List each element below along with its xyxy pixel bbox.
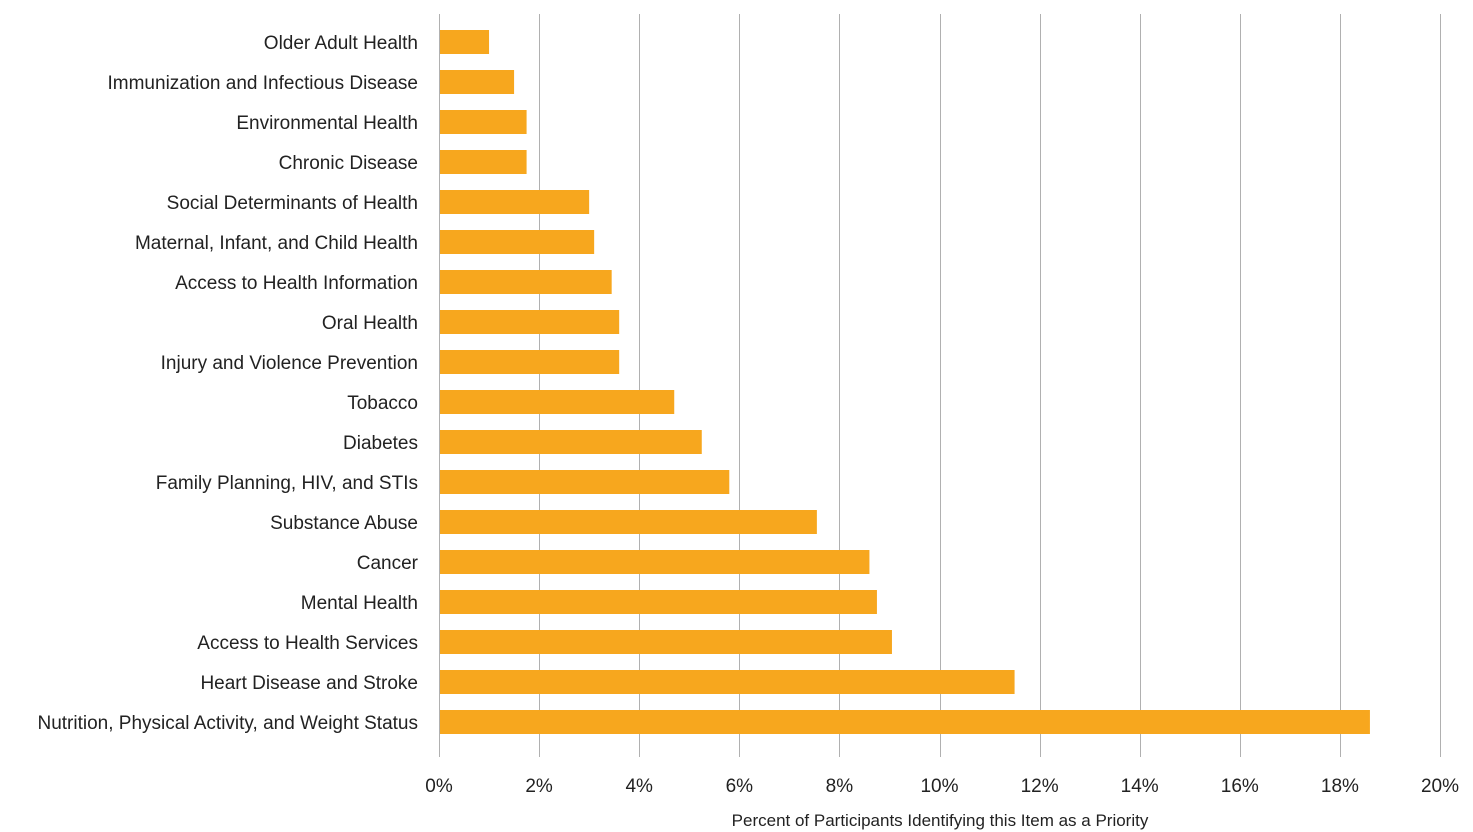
- category-label: Mental Health: [301, 593, 418, 614]
- bar: [440, 390, 675, 414]
- category-label: Injury and Violence Prevention: [161, 353, 418, 374]
- x-tick-label: 12%: [1021, 776, 1059, 797]
- x-tick-label: 2%: [525, 776, 553, 797]
- bar: [440, 590, 877, 614]
- x-tick-label: 6%: [726, 776, 754, 797]
- category-label: Heart Disease and Stroke: [200, 673, 418, 694]
- bar: [440, 510, 817, 534]
- x-tick-label: 4%: [625, 776, 653, 797]
- bar: [440, 670, 1015, 694]
- bar: [440, 470, 730, 494]
- category-label: Access to Health Services: [197, 633, 418, 654]
- category-label: Diabetes: [343, 433, 418, 454]
- x-tick-label: 18%: [1321, 776, 1359, 797]
- category-label: Maternal, Infant, and Child Health: [135, 233, 418, 254]
- category-label: Cancer: [357, 553, 419, 574]
- category-label: Oral Health: [322, 313, 418, 334]
- bar: [440, 30, 490, 54]
- bar: [440, 710, 1370, 734]
- category-label: Social Determinants of Health: [167, 193, 418, 214]
- category-label: Older Adult Health: [264, 33, 418, 54]
- bar: [440, 550, 870, 574]
- x-tick-label: 20%: [1421, 776, 1459, 797]
- x-tick-label: 16%: [1221, 776, 1259, 797]
- x-tick-label: 10%: [920, 776, 958, 797]
- x-tick-label: 14%: [1121, 776, 1159, 797]
- category-label: Family Planning, HIV, and STIs: [156, 473, 418, 494]
- category-label: Substance Abuse: [270, 513, 418, 534]
- bar: [440, 350, 620, 374]
- bar: [440, 270, 612, 294]
- x-tick-label: 8%: [826, 776, 854, 797]
- bar: [440, 70, 515, 94]
- bar: [440, 430, 702, 454]
- bar: [440, 630, 892, 654]
- category-label: Tobacco: [347, 393, 418, 414]
- bar: [440, 230, 595, 254]
- bars: [440, 30, 1370, 734]
- bar: [440, 190, 590, 214]
- category-label: Immunization and Infectious Disease: [108, 73, 419, 94]
- category-label: Environmental Health: [236, 113, 418, 134]
- category-label: Nutrition, Physical Activity, and Weight…: [37, 713, 418, 734]
- bar: [440, 150, 527, 174]
- x-axis-title: Percent of Participants Identifying this…: [732, 811, 1149, 830]
- bar: [440, 110, 527, 134]
- bar: [440, 310, 620, 334]
- gridlines: [439, 14, 1441, 757]
- x-tick-labels: 0% 2% 4% 6% 8% 10% 12% 14% 16% 18% 20%: [425, 776, 1459, 797]
- category-label: Chronic Disease: [279, 153, 418, 174]
- category-labels: Older Adult Health Immunization and Infec…: [37, 33, 418, 734]
- category-label: Access to Health Information: [175, 273, 418, 294]
- x-tick-label: 0%: [425, 776, 453, 797]
